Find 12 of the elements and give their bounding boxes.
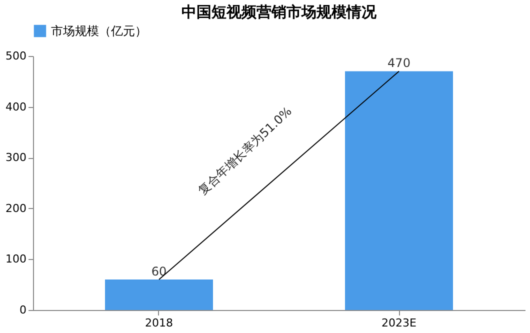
legend-label: 市场规模（亿元） bbox=[51, 24, 147, 38]
y-tick-label: 0 bbox=[20, 304, 26, 316]
y-tick-label: 100 bbox=[6, 252, 26, 266]
y-tick-label: 500 bbox=[6, 50, 26, 62]
x-tick-label: 2018 bbox=[145, 316, 173, 330]
x-tick-label: 2023E bbox=[382, 316, 417, 330]
y-tick-label: 400 bbox=[6, 100, 26, 114]
y-tick-label: 300 bbox=[6, 151, 26, 164]
data-label: 470 bbox=[388, 56, 410, 70]
data-label: 60 bbox=[151, 264, 167, 279]
chart-title: 中国短视频营销市场规模情况 bbox=[182, 3, 378, 21]
y-tick-label: 200 bbox=[6, 202, 26, 215]
